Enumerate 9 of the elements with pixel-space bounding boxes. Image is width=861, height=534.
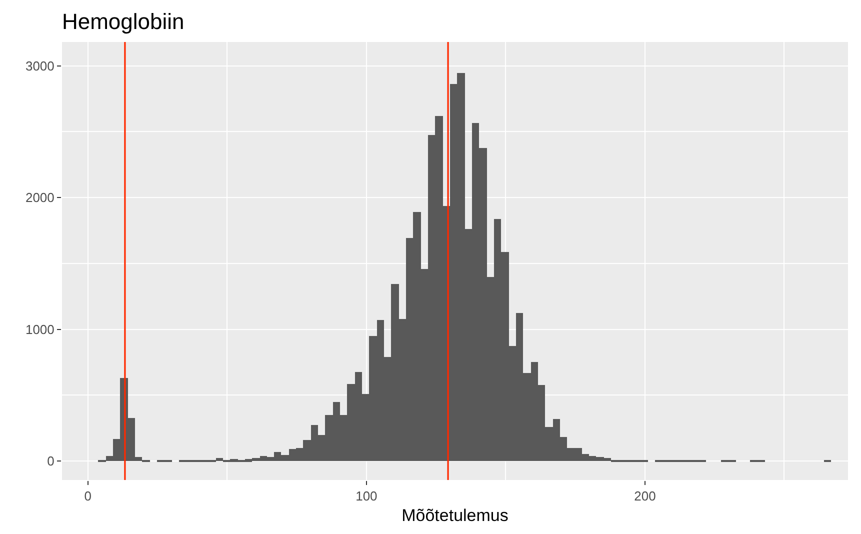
- y-tick-label: 1000: [25, 322, 54, 337]
- y-tick-label: 3000: [25, 58, 54, 74]
- x-tick-label: 200: [634, 488, 656, 504]
- chart-title: Hemoglobiin: [62, 8, 184, 34]
- x-axis-title: Mõõtetulemus: [402, 506, 508, 525]
- y-tick-label: 0: [47, 454, 54, 469]
- x-tick-label: 100: [356, 488, 378, 504]
- y-tick-label: 2000: [25, 190, 54, 206]
- x-tick-label: 0: [84, 488, 92, 504]
